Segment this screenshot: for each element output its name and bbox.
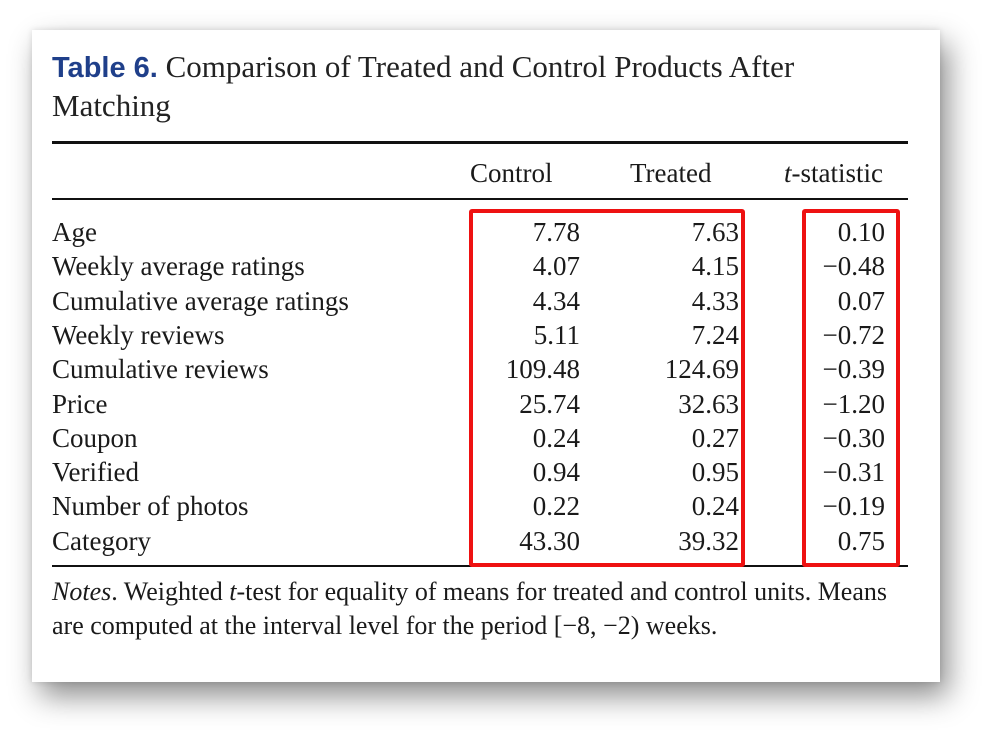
table-row: Cumulative average ratings 4.34 4.33 0.07 xyxy=(52,284,912,318)
table-title: Table 6. Comparison of Treated and Contr… xyxy=(52,48,912,124)
table-title-text: Comparison of Treated and Control Produc… xyxy=(52,49,795,123)
table-row: Price 25.74 32.63 −1.20 xyxy=(52,387,912,421)
cell-control: 43.30 xyxy=(519,525,580,556)
cell-t-statistic: −0.48 xyxy=(822,251,885,282)
highlight-box-means xyxy=(469,209,745,567)
notes-t: t xyxy=(229,577,237,606)
table-row: Number of photos 0.22 0.24 −0.19 xyxy=(52,489,912,523)
table-row: Coupon 0.24 0.27 −0.30 xyxy=(52,421,912,455)
cell-t-statistic: −0.31 xyxy=(822,457,885,488)
table-row: Verified 0.94 0.95 −0.31 xyxy=(52,455,912,489)
highlight-box-t-statistic xyxy=(802,209,900,567)
cell-treated: 0.24 xyxy=(691,491,739,522)
table-row: Age 7.78 7.63 0.10 xyxy=(52,215,912,249)
header-t-italic: t xyxy=(784,158,792,188)
row-name: Number of photos xyxy=(52,491,249,522)
cell-treated: 0.95 xyxy=(691,457,739,488)
row-name: Weekly reviews xyxy=(52,319,225,350)
row-name: Cumulative reviews xyxy=(52,354,269,385)
header-t-statistic: t-statistic xyxy=(784,156,883,190)
table-row: Category 43.30 39.32 0.75 xyxy=(52,524,912,558)
cell-t-statistic: −0.30 xyxy=(822,422,885,453)
cell-control: 7.78 xyxy=(532,217,580,247)
cell-treated: 0.27 xyxy=(691,422,739,453)
cell-control: 0.22 xyxy=(532,491,580,522)
row-name: Category xyxy=(52,525,151,556)
row-name: Verified xyxy=(52,457,139,488)
cell-treated: 4.15 xyxy=(691,251,739,282)
cell-control: 0.24 xyxy=(532,422,580,453)
cell-control: 0.94 xyxy=(532,457,580,488)
header-rule xyxy=(52,198,908,200)
table-row: Weekly reviews 5.11 7.24 −0.72 xyxy=(52,318,912,352)
cell-treated: 4.33 xyxy=(691,285,739,316)
table-label: Table 6. xyxy=(52,52,158,84)
cell-treated: 7.24 xyxy=(691,319,739,350)
row-name: Price xyxy=(52,388,108,419)
cell-t-statistic: 0.10 xyxy=(837,217,885,247)
cell-treated: 32.63 xyxy=(678,388,739,419)
cell-t-statistic: 0.75 xyxy=(837,525,885,556)
cell-t-statistic: −1.20 xyxy=(822,388,885,419)
cell-control: 4.07 xyxy=(532,251,580,282)
table-notes: Notes. Weighted t-test for equality of m… xyxy=(52,575,912,643)
cell-t-statistic: −0.19 xyxy=(822,491,885,522)
cell-treated: 39.32 xyxy=(678,525,739,556)
cell-t-statistic: −0.72 xyxy=(822,319,885,350)
cell-control: 109.48 xyxy=(505,354,580,385)
top-rule xyxy=(52,141,908,144)
table-row: Weekly average ratings 4.07 4.15 −0.48 xyxy=(52,249,912,283)
notes-part1: . Weighted xyxy=(111,577,230,606)
table-card: Table 6. Comparison of Treated and Contr… xyxy=(32,30,940,682)
cell-t-statistic: −0.39 xyxy=(822,354,885,385)
cell-control: 5.11 xyxy=(533,319,580,350)
table-row: Cumulative reviews 109.48 124.69 −0.39 xyxy=(52,352,912,386)
cell-t-statistic: 0.07 xyxy=(837,285,885,316)
header-treated: Treated xyxy=(630,158,712,188)
header-t-suffix: -statistic xyxy=(791,158,883,188)
row-name: Cumulative average ratings xyxy=(52,285,349,316)
cell-treated: 124.69 xyxy=(664,354,739,385)
row-name: Age xyxy=(52,217,97,247)
cell-control: 4.34 xyxy=(532,285,580,316)
cell-control: 25.74 xyxy=(519,388,580,419)
cell-treated: 7.63 xyxy=(691,217,739,247)
header-control: Control xyxy=(470,158,553,188)
notes-part2: -test for equality of means for treated … xyxy=(52,577,888,640)
row-name: Coupon xyxy=(52,422,138,453)
row-name: Weekly average ratings xyxy=(52,251,305,282)
notes-label: Notes xyxy=(52,577,112,606)
